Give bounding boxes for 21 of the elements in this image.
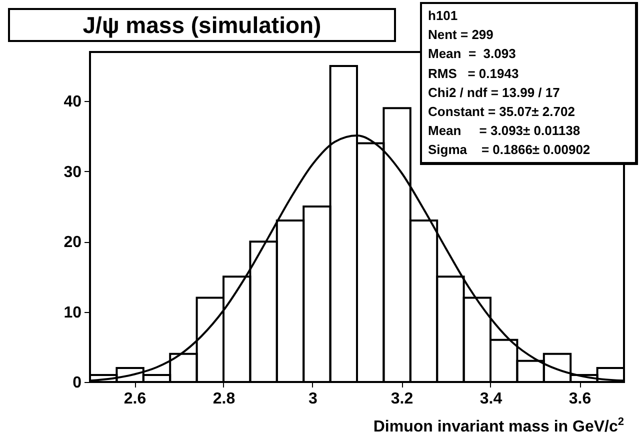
y-tick-label: 30	[64, 164, 82, 181]
y-tick-label: 40	[64, 94, 82, 111]
annotation: RMS = 0.1943	[428, 64, 520, 83]
x-tick-label: 3.4	[480, 390, 502, 408]
annotation: Constant = 35.07± 2.702	[428, 103, 576, 122]
annotation: Mean = 3.093	[428, 45, 517, 64]
y-tick-label: 20	[64, 234, 82, 252]
chart-title: J/ψ mass (simulation)	[8, 8, 396, 42]
text: Nent = 299	[428, 27, 494, 42]
x-tick-label: 3.6	[568, 390, 592, 408]
y-tick-label: 0	[72, 374, 82, 392]
x-tick-label: 2.8	[212, 390, 236, 408]
annotation: Mean = 3.093± 0.01138	[428, 122, 582, 140]
y-tick-label: 10	[64, 304, 82, 322]
x-tick-label: 2.6	[124, 390, 146, 408]
x-tick-label: 3.2	[390, 390, 414, 408]
text: h101	[428, 8, 458, 23]
annotation: Sigma = 0.1866± 0.00902	[428, 141, 592, 160]
x-tick-label: 3	[308, 390, 318, 408]
x-axis-title: Dimuon invariant mass in GeV/c$^{2}$	[373, 416, 624, 436]
annotation: Chi2 / ndf = 13.99 / 17	[428, 84, 561, 102]
